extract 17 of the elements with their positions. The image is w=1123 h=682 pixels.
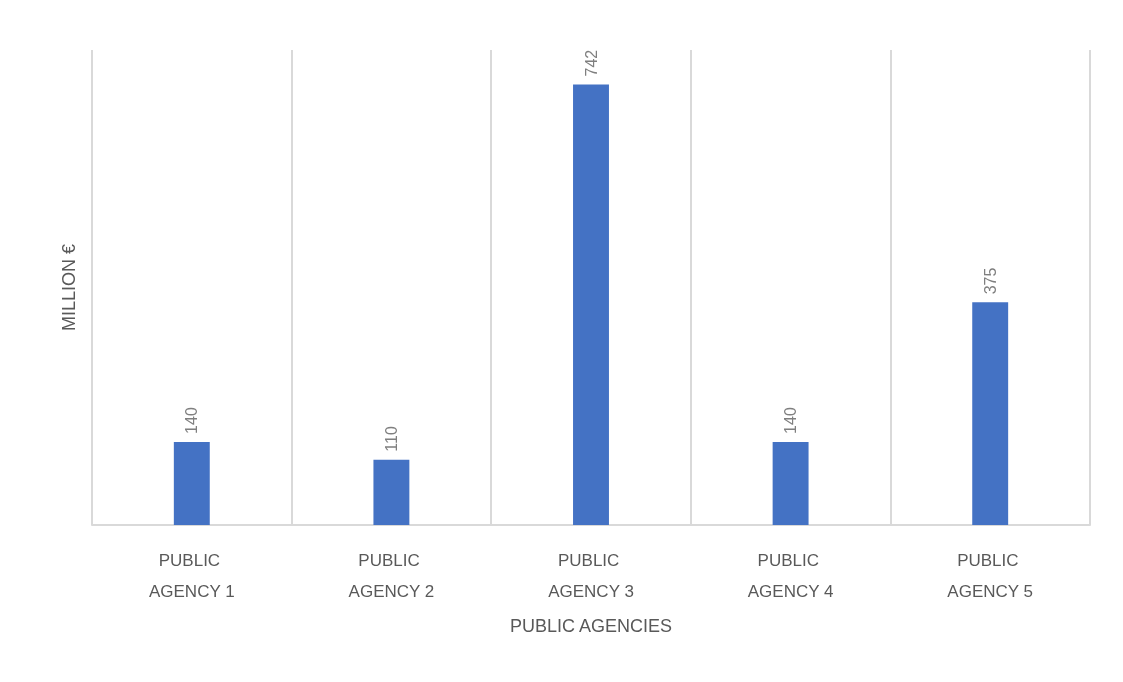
x-tick-label: PUBLIC AGENCY 2 [348,551,435,601]
data-label: 140 [782,407,800,434]
bar [373,459,410,525]
data-label: 110 [382,426,400,452]
data-label: 140 [183,407,201,434]
bar [173,441,210,525]
data-label: 742 [582,49,600,77]
data-label: 375 [981,267,999,295]
y-axis-title: MILLION € [59,243,79,332]
bar [772,441,809,525]
x-tick-label: PUBLIC AGENCY 3 [548,551,634,601]
bar [972,302,1009,525]
x-tick-label: PUBLIC AGENCY 1 [148,551,235,601]
x-tick-label: PUBLIC AGENCY 5 [947,551,1034,601]
x-axis-title: PUBLIC AGENCIES [509,616,673,636]
bar [573,84,609,525]
x-tick-label: PUBLIC AGENCY 4 [747,551,834,601]
